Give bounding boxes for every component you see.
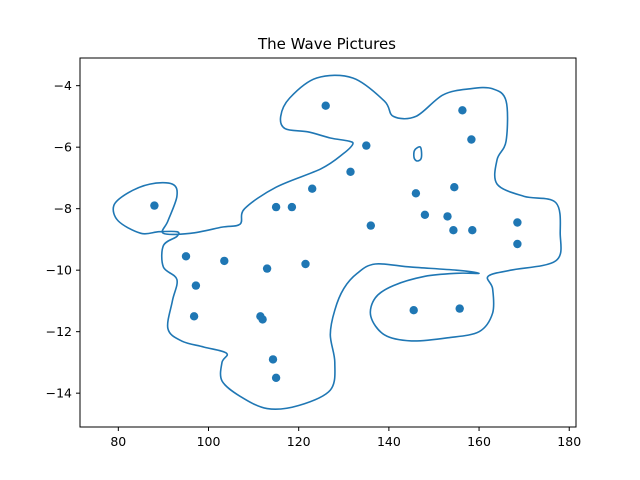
data-point-18 xyxy=(409,306,418,315)
data-point-7 xyxy=(262,264,272,273)
data-point-3 xyxy=(189,312,199,321)
data-point-21 xyxy=(443,212,452,221)
data-point-8 xyxy=(268,355,278,364)
data-point-27 xyxy=(468,226,477,235)
contour-line-0 xyxy=(112,74,562,410)
data-point-12 xyxy=(301,259,310,269)
data-point-24 xyxy=(455,304,464,313)
data-point-25 xyxy=(458,106,467,115)
y-axis-ticks: −4 −6 −8 −10 −12 −14 xyxy=(46,78,80,401)
data-point-10 xyxy=(271,202,281,212)
data-point-6 xyxy=(258,315,267,324)
y-tick-label-3: −10 xyxy=(46,263,72,278)
data-point-22 xyxy=(449,226,458,235)
data-point-26 xyxy=(467,135,476,144)
data-point-4 xyxy=(220,256,229,266)
x-tick-label-2: 120 xyxy=(287,434,311,449)
data-point-23 xyxy=(450,183,459,192)
data-point-19 xyxy=(411,189,421,198)
x-axis-ticks: 80 100 120 140 160 180 xyxy=(110,427,581,449)
data-point-16 xyxy=(362,141,371,150)
y-tick-label-5: −14 xyxy=(46,386,72,401)
contour-line-1 xyxy=(412,146,423,162)
y-tick-label-0: −4 xyxy=(54,78,72,93)
data-point-28 xyxy=(513,218,522,227)
y-tick-label-2: −8 xyxy=(54,201,72,216)
plot-frame xyxy=(79,57,577,428)
data-point-11 xyxy=(287,202,297,212)
points-layer xyxy=(150,101,522,382)
chart-title: The Wave Pictures xyxy=(257,35,396,53)
x-tick-label-5: 180 xyxy=(557,434,581,449)
data-point-20 xyxy=(420,210,430,219)
x-tick-label-0: 80 xyxy=(110,434,126,449)
data-point-29 xyxy=(513,239,522,249)
data-point-15 xyxy=(346,167,355,176)
data-point-0 xyxy=(150,201,159,210)
data-point-2 xyxy=(191,281,201,290)
x-tick-label-3: 140 xyxy=(377,434,401,449)
y-tick-label-1: −6 xyxy=(54,140,72,155)
contour-layer xyxy=(112,74,562,410)
data-point-9 xyxy=(271,373,281,382)
data-point-14 xyxy=(321,101,330,110)
data-point-13 xyxy=(308,184,317,193)
data-point-17 xyxy=(366,221,375,230)
data-point-1 xyxy=(181,252,191,261)
x-tick-label-4: 160 xyxy=(467,434,491,449)
x-tick-label-1: 100 xyxy=(197,434,221,449)
y-tick-label-4: −12 xyxy=(46,324,72,339)
